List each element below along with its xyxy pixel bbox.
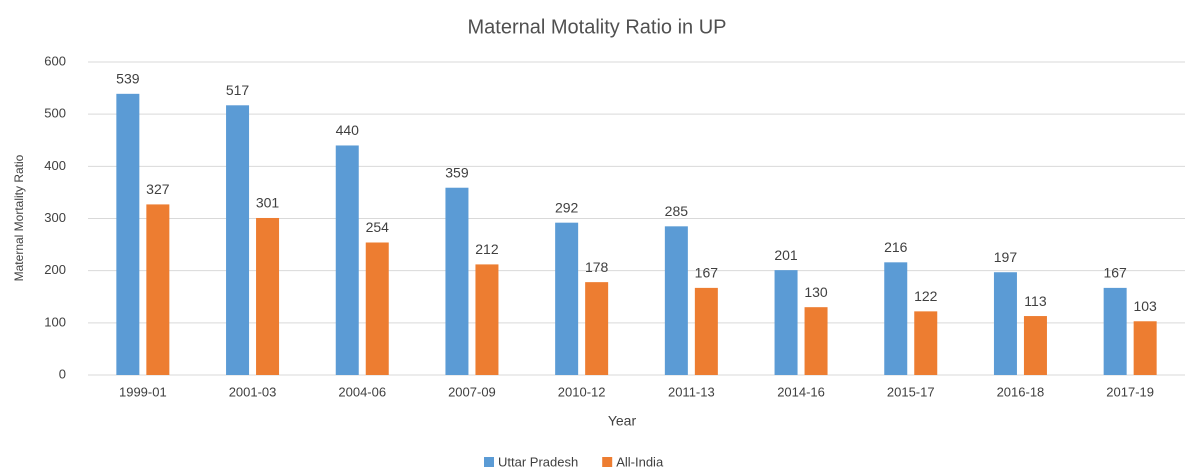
- data-label: 301: [256, 195, 280, 211]
- y-tick-label: 300: [44, 210, 66, 225]
- bar: [445, 187, 469, 375]
- y-axis-label: Maternal Mortality Ratio: [12, 154, 26, 281]
- data-label: 292: [555, 199, 579, 215]
- y-tick-label: 600: [44, 53, 66, 68]
- data-label: 197: [994, 249, 1018, 265]
- y-tick-label: 500: [44, 106, 66, 121]
- bar: [146, 204, 170, 375]
- bar: [1133, 321, 1157, 375]
- data-label: 285: [665, 203, 689, 219]
- x-axis-label: Year: [608, 413, 637, 429]
- data-label: 216: [884, 239, 908, 255]
- bar: [694, 287, 718, 375]
- x-tick-label: 2011-13: [668, 384, 715, 399]
- y-tick-label: 100: [44, 314, 66, 329]
- data-label: 539: [116, 71, 140, 87]
- x-tick-label: 2004-06: [338, 384, 386, 399]
- chart-title: Maternal Motality Ratio in UP: [468, 16, 727, 38]
- x-tick-label: 2007-09: [448, 384, 496, 399]
- legend-swatch: [484, 457, 494, 467]
- y-tick-label: 400: [44, 158, 66, 173]
- y-tick-label: 0: [59, 366, 66, 381]
- bar: [884, 262, 908, 375]
- bar: [1103, 287, 1127, 375]
- bar: [804, 307, 828, 375]
- bar: [116, 93, 140, 376]
- data-label: 359: [445, 164, 469, 180]
- data-label: 178: [585, 259, 609, 275]
- data-label: 122: [914, 288, 938, 304]
- bar: [555, 222, 579, 375]
- bar: [993, 272, 1017, 375]
- data-label: 212: [475, 241, 499, 257]
- data-label: 167: [695, 265, 719, 281]
- data-label: 440: [336, 122, 360, 138]
- bar: [226, 105, 250, 375]
- x-tick-label: 2015-17: [887, 384, 935, 399]
- data-label: 113: [1024, 293, 1047, 309]
- bar: [664, 226, 688, 375]
- x-tick-label: 2010-12: [558, 384, 606, 399]
- x-tick-label: 2016-18: [997, 384, 1045, 399]
- legend-swatch: [602, 457, 613, 467]
- x-tick-label: 2001-03: [229, 384, 277, 399]
- data-label: 517: [226, 82, 250, 98]
- bar: [256, 217, 280, 375]
- data-label: 254: [366, 219, 390, 235]
- bar: [914, 311, 938, 375]
- data-label: 201: [774, 247, 798, 263]
- bar: [475, 264, 499, 375]
- data-label: 130: [804, 284, 828, 300]
- bar: [1023, 316, 1047, 375]
- bar: [335, 145, 359, 375]
- x-tick-label: 2014-16: [777, 384, 825, 399]
- data-label: 327: [146, 181, 170, 197]
- x-tick-label: 1999-01: [119, 384, 167, 399]
- bar: [365, 242, 389, 375]
- legend-label: All-India: [616, 454, 664, 469]
- x-tick-label: 2017-19: [1106, 384, 1154, 399]
- legend-label: Uttar Pradesh: [498, 454, 578, 469]
- bar: [585, 282, 609, 375]
- data-label: 167: [1103, 265, 1127, 281]
- data-label: 103: [1133, 298, 1157, 314]
- y-tick-label: 200: [44, 262, 66, 277]
- bar: [774, 270, 798, 375]
